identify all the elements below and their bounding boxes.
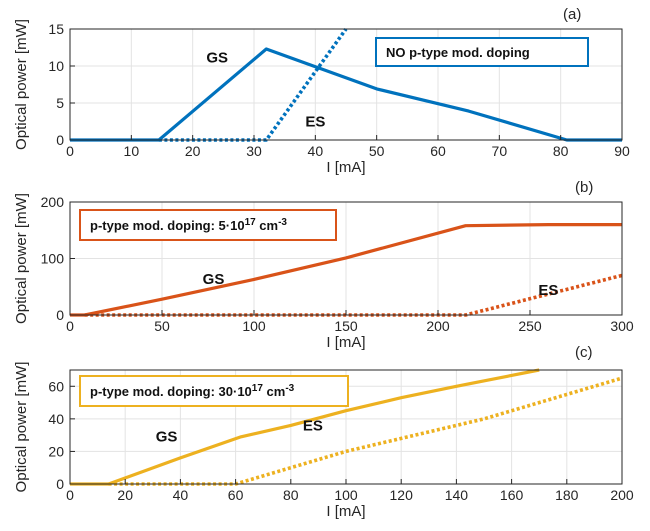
- series-line-gs: [70, 368, 540, 486]
- x-tick-label: 90: [614, 143, 630, 159]
- x-tick-label: 60: [228, 487, 244, 503]
- y-axis-label: Optical power [mW]: [13, 362, 30, 493]
- y-tick-label: 0: [56, 476, 64, 492]
- y-tick-label: 20: [48, 443, 64, 459]
- x-tick-label: 100: [334, 487, 358, 503]
- x-tick-label: 100: [242, 318, 266, 334]
- x-tick-label: 150: [334, 318, 358, 334]
- x-tick-label: 80: [283, 487, 299, 503]
- chart-panel-1: 0 10 20 30 40 50 60 70 80 90 0 5 10 15 I [mA] Optical p…: [13, 6, 630, 176]
- chart-panel-3: 0 20 40 60 80 100 120 140 160 180 200 0 20 40 60 I [mA]…: [13, 344, 634, 520]
- chart-panel-2: 0 50 100 150 200 250 300 0 100 200 I [mA] Optical p…: [13, 179, 634, 351]
- x-tick-label: 10: [124, 143, 140, 159]
- y-tick-label: 10: [48, 58, 64, 74]
- doping-label-box: [79, 375, 349, 407]
- x-tick-label: 300: [610, 318, 634, 334]
- x-tick-label: 0: [66, 318, 74, 334]
- panel-tag: (a): [563, 6, 581, 23]
- x-tick-label: 200: [426, 318, 450, 334]
- x-tick-label: 0: [66, 487, 74, 503]
- y-tick-label: 0: [56, 132, 64, 148]
- series-annotation: ES: [303, 417, 323, 434]
- y-tick-label: 100: [41, 251, 65, 267]
- x-tick-label: 20: [117, 487, 133, 503]
- y-axis-label: Optical power [mW]: [13, 193, 30, 324]
- x-tick-label: 180: [555, 487, 579, 503]
- series-annotation: ES: [305, 114, 325, 131]
- series-annotation: ES: [538, 282, 558, 299]
- x-tick-label: 160: [500, 487, 524, 503]
- series-annotation: GS: [156, 429, 178, 446]
- x-tick-label: 40: [308, 143, 324, 159]
- x-axis-label: I [mA]: [326, 159, 365, 176]
- doping-label-box: [375, 37, 589, 67]
- y-tick-label: 0: [56, 307, 64, 323]
- doping-label-text: p-type mod. doping: 5·1017 cm-3: [90, 217, 287, 233]
- series-line-gs: [70, 223, 622, 317]
- x-tick-label: 70: [492, 143, 508, 159]
- y-tick-label: 15: [48, 21, 64, 37]
- doping-label-box: [79, 209, 337, 241]
- x-tick-label: 0: [66, 143, 74, 159]
- y-tick-label: 60: [48, 378, 64, 394]
- x-tick-label: 50: [154, 318, 170, 334]
- y-tick-label: 5: [56, 95, 64, 111]
- panel-tag: (c): [575, 344, 593, 361]
- x-tick-label: 50: [369, 143, 385, 159]
- x-tick-label: 30: [246, 143, 262, 159]
- x-axis-label: I [mA]: [326, 334, 365, 351]
- panel-tag: (b): [575, 179, 593, 196]
- y-tick-label: 200: [41, 194, 65, 210]
- y-tick-label: 40: [48, 411, 64, 427]
- x-tick-label: 40: [173, 487, 189, 503]
- x-tick-label: 120: [390, 487, 414, 503]
- x-tick-label: 250: [518, 318, 542, 334]
- x-tick-label: 140: [445, 487, 469, 503]
- doping-label-text: p-type mod. doping: 30·1017 cm-3: [90, 383, 295, 399]
- plot-frame: [69, 28, 623, 141]
- x-tick-label: 200: [610, 487, 634, 503]
- x-tick-label: 20: [185, 143, 201, 159]
- y-axis-label: Optical power [mW]: [13, 19, 30, 150]
- x-tick-label: 80: [553, 143, 569, 159]
- x-tick-label: 60: [430, 143, 446, 159]
- x-axis-label: I [mA]: [326, 503, 365, 520]
- series-annotation: GS: [206, 49, 228, 66]
- doping-label-text: NO p-type mod. doping: [386, 45, 530, 60]
- series-annotation: GS: [203, 271, 225, 288]
